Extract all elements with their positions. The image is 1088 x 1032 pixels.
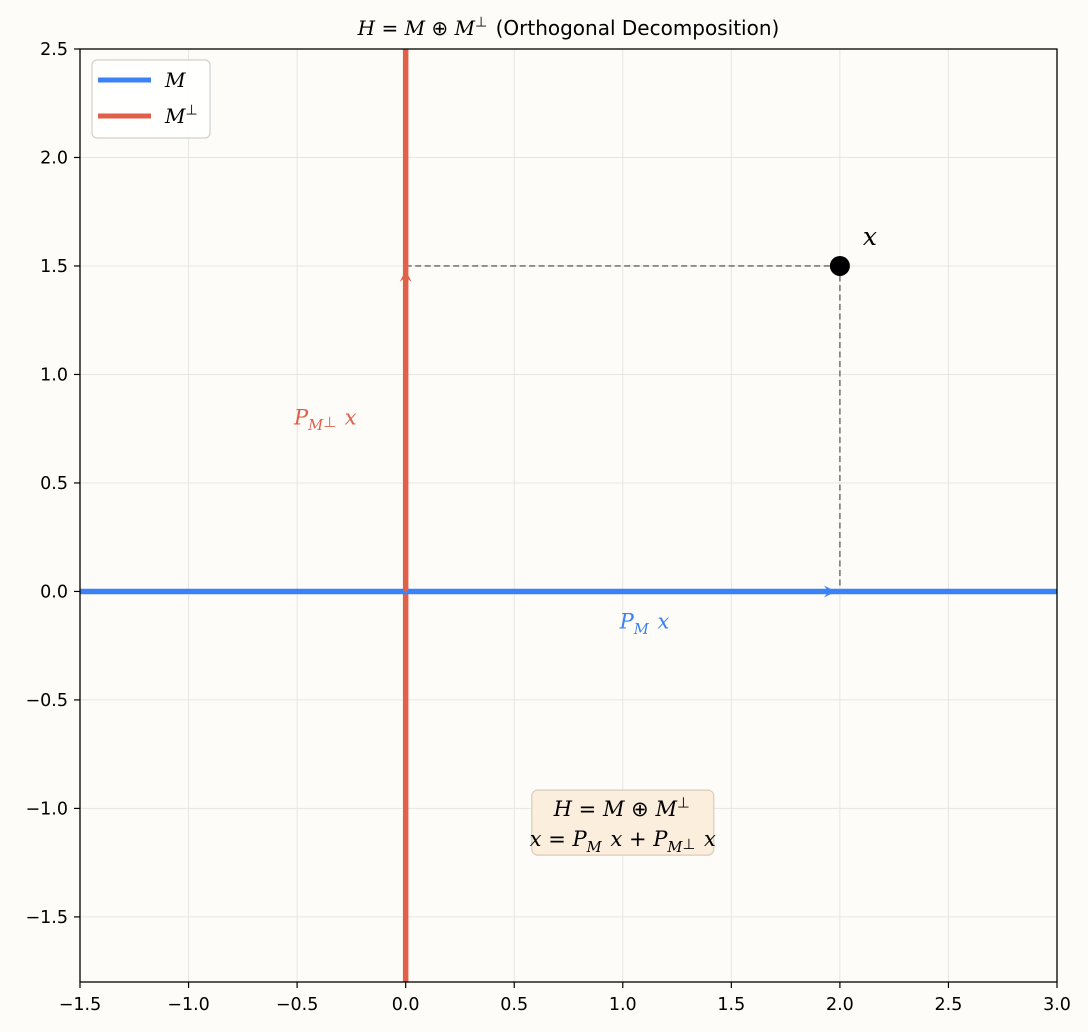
y-tick-label: 0.0 bbox=[40, 582, 68, 602]
x-tick-label: −1.5 bbox=[59, 995, 102, 1015]
legend-label: M bbox=[164, 68, 186, 92]
projection-arrow-head bbox=[399, 269, 412, 282]
y-tick-label: −1.0 bbox=[26, 799, 69, 819]
equation-line: x = PM x + PM⊥ x bbox=[530, 827, 716, 856]
equation-box: H = M ⊕ M⊥ x = PM x + PM⊥ x bbox=[530, 789, 716, 856]
x-tick-label: 2.0 bbox=[826, 995, 854, 1015]
x-tick-label: −0.5 bbox=[276, 995, 319, 1015]
x-tick-label: 0.5 bbox=[500, 995, 528, 1015]
legend-box bbox=[91, 59, 211, 139]
x-tick-label: 2.5 bbox=[935, 995, 963, 1015]
annotation-labels: PM x PM⊥ x bbox=[293, 405, 670, 638]
y-tick-label: −0.5 bbox=[26, 691, 69, 711]
axes-frame bbox=[79, 48, 1058, 983]
projection-label-m: PM x bbox=[619, 609, 670, 638]
x-tick-label: 1.5 bbox=[717, 995, 745, 1015]
legend-label: M⊥ bbox=[164, 103, 200, 128]
y-tick-label: 1.0 bbox=[40, 365, 68, 385]
y-tick-label: 0.5 bbox=[40, 474, 68, 494]
y-tick-label: 1.5 bbox=[40, 257, 68, 277]
projection-arrows bbox=[399, 269, 836, 598]
equation-line: H = M ⊕ M⊥ bbox=[553, 794, 692, 821]
axes-border bbox=[79, 48, 1058, 983]
point-label-x: x bbox=[863, 222, 877, 251]
axis-ticks: −1.5 −1.0 −0.5 0.0 0.5 1.0 1.5 2.0 2.5 3.0 −1.5 −1.… bbox=[26, 40, 1071, 1015]
points: x bbox=[829, 222, 877, 276]
projection-arrow-head bbox=[823, 585, 836, 598]
y-tick-label: 2.5 bbox=[40, 40, 68, 60]
point-x bbox=[829, 255, 850, 276]
x-tick-label: 3.0 bbox=[1043, 995, 1071, 1015]
x-tick-label: 1.0 bbox=[609, 995, 637, 1015]
y-tick-label: −1.5 bbox=[26, 908, 69, 928]
x-tick-label: 0.0 bbox=[392, 995, 420, 1015]
y-tick-label: 2.0 bbox=[40, 148, 68, 168]
legend: M M⊥ bbox=[91, 59, 211, 139]
guide-lines bbox=[405, 265, 841, 592]
equation-box-bg bbox=[531, 789, 715, 856]
x-tick-label: −1.0 bbox=[167, 995, 210, 1015]
chart-title-text: H = M ⊕ M⊥ (Orthogonal Decomposition) bbox=[357, 15, 780, 40]
chart-title: H = M ⊕ M⊥ (Orthogonal Decomposition) bbox=[357, 15, 780, 40]
projection-label-m-perp: PM⊥ x bbox=[293, 405, 357, 434]
